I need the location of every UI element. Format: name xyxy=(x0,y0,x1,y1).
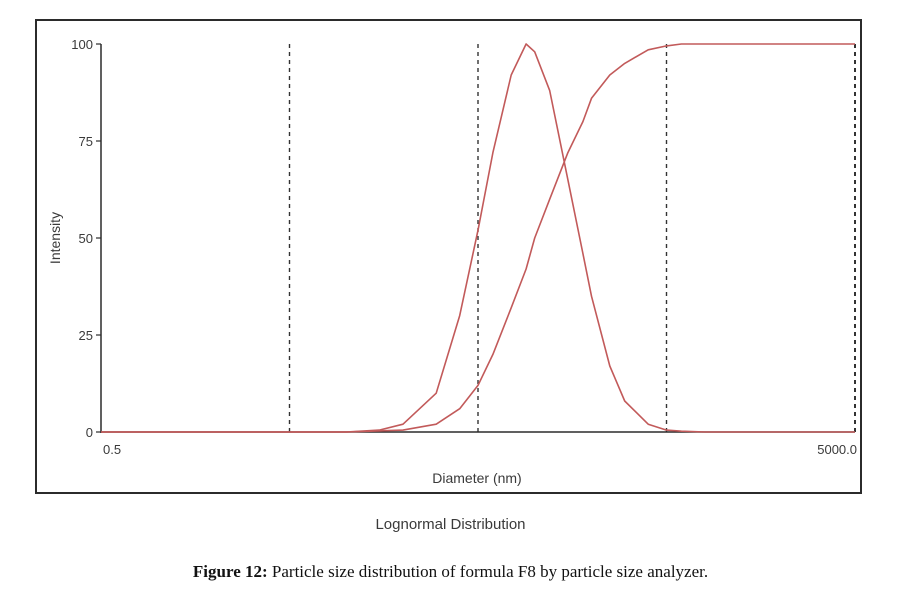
caption-text: Particle size distribution of formula F8… xyxy=(267,562,709,581)
curve-density xyxy=(101,43,855,433)
dashed-lines-group xyxy=(288,44,856,432)
y-tick-label-3: 75 xyxy=(79,134,93,149)
ticks-group: 0 25 50 75 100 0.5 5000.0 xyxy=(71,37,857,457)
y-tick-label-0: 0 xyxy=(86,425,93,440)
x-tick-label-0: 0.5 xyxy=(103,442,121,457)
curves-group xyxy=(101,43,855,433)
x-tick-label-1: 5000.0 xyxy=(817,442,857,457)
y-tick-label-4: 100 xyxy=(71,37,93,52)
figure-caption: Figure 12: Particle size distribution of… xyxy=(0,562,901,582)
x-axis-title: Diameter (nm) xyxy=(432,470,521,486)
distribution-label: Lognormal Distribution xyxy=(375,516,526,533)
y-axis-title: Intensity xyxy=(47,212,63,264)
y-tick-label-2: 50 xyxy=(79,231,93,246)
curve-cumulative xyxy=(101,43,855,433)
y-tick-label-1: 25 xyxy=(79,328,93,343)
caption-label: Figure 12: xyxy=(192,562,268,581)
figure-frame xyxy=(35,19,862,494)
